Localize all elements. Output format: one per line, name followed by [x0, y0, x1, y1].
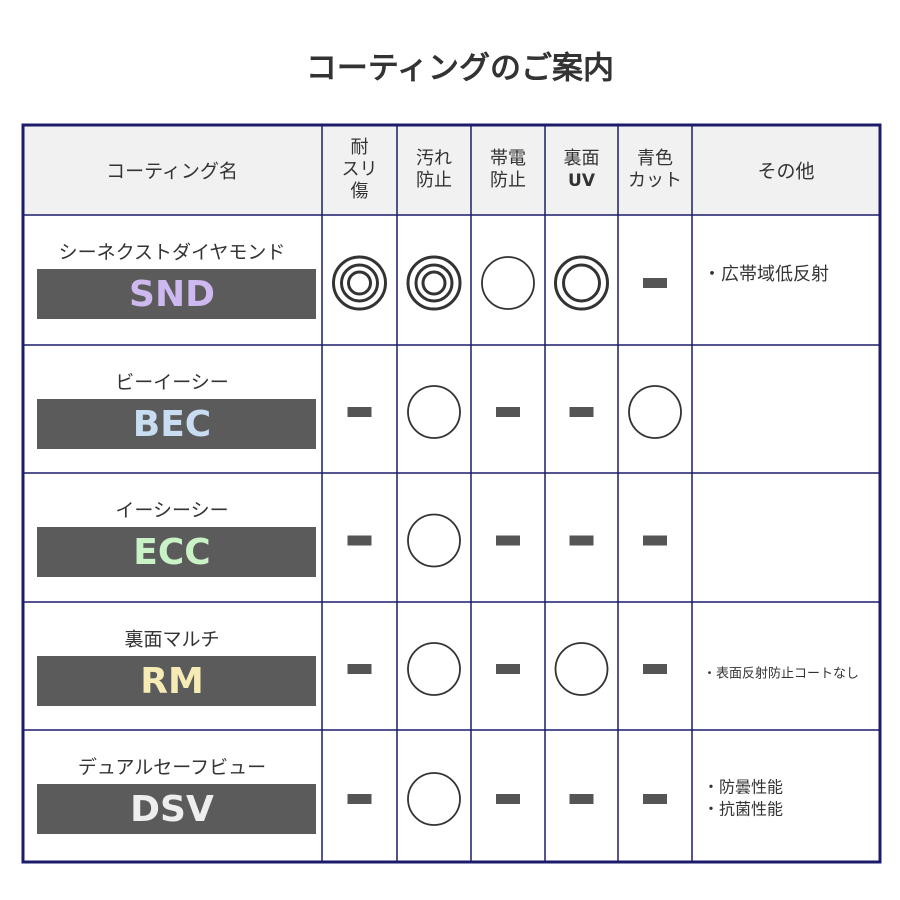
rating-mark [569, 407, 594, 417]
code-box [37, 784, 316, 834]
dash [496, 407, 520, 417]
rating-mark [347, 664, 372, 674]
rating-mark [628, 385, 682, 439]
header-bg [23, 125, 880, 215]
coating-name: シーネクストダイヤモンド [59, 242, 286, 264]
dash [643, 794, 667, 804]
rating-mark [554, 642, 609, 696]
ring [562, 263, 601, 303]
rating-mark [332, 255, 387, 311]
dash [347, 664, 372, 674]
dash [496, 794, 520, 804]
dash [347, 407, 372, 417]
header-name: コーティング名 [106, 161, 238, 183]
ring [332, 255, 387, 311]
header-col: 防止 [490, 170, 526, 191]
ring [421, 270, 447, 296]
code-box [37, 399, 316, 449]
coating-code: BEC [133, 404, 211, 445]
header-col: 裏面 [564, 148, 600, 169]
ring [406, 255, 462, 311]
ring [628, 385, 682, 439]
note: ・表面反射防止コートなし [703, 666, 859, 682]
ring [347, 270, 372, 296]
header-col: 汚れ [416, 148, 452, 169]
header-col: 青色 [637, 148, 673, 169]
rating-mark [643, 794, 667, 804]
code-box [37, 527, 316, 577]
title: コーティングのご案内 [306, 51, 614, 87]
ring [481, 256, 535, 310]
rating-mark [554, 255, 609, 311]
rating-mark [407, 772, 461, 826]
rating-mark [643, 535, 667, 546]
rating-mark [496, 407, 520, 417]
rating-mark [496, 664, 520, 674]
code-box [37, 269, 316, 319]
dash [347, 535, 372, 546]
ring [414, 263, 454, 303]
ring [407, 772, 461, 826]
rating-mark [569, 794, 594, 804]
dash [569, 535, 594, 546]
note: ・防曇性能 [703, 778, 783, 797]
ring [407, 513, 461, 568]
ring [340, 263, 379, 303]
rating-mark [643, 664, 667, 674]
header-col: カット [628, 170, 682, 191]
header-col: 耐 [351, 137, 369, 158]
ring [554, 255, 609, 311]
coating-name: デュアルセーフビュー [78, 757, 266, 779]
dash [643, 278, 667, 288]
rating-mark [407, 513, 461, 568]
header-col: UV [568, 171, 596, 191]
rating-mark [496, 794, 520, 804]
dash [643, 664, 667, 674]
note: ・抗菌性能 [703, 800, 783, 819]
header-col: スリ [342, 159, 378, 180]
rating-mark [643, 278, 667, 288]
header-col: 傷 [351, 181, 369, 202]
ring [407, 385, 461, 439]
dash [496, 535, 520, 546]
ring [554, 642, 609, 696]
rating-mark [347, 407, 372, 417]
coating-code: DSV [130, 789, 214, 830]
dash [643, 535, 667, 546]
code-box [37, 656, 316, 706]
rating-mark [347, 794, 372, 804]
coating-code: ECC [133, 532, 210, 573]
rating-mark [347, 535, 372, 546]
coating-name: 裏面マルチ [124, 629, 219, 651]
rating-mark [406, 255, 462, 311]
dash [496, 664, 520, 674]
header-col: 防止 [416, 170, 452, 191]
rating-mark [407, 642, 461, 696]
dash [347, 794, 372, 804]
dash [569, 407, 594, 417]
rating-mark [496, 535, 520, 546]
rating-mark [407, 385, 461, 439]
ring [407, 642, 461, 696]
table-border [21, 123, 882, 864]
note: ・広帯域低反射 [703, 264, 829, 285]
rating-mark [569, 535, 594, 546]
rating-mark [481, 256, 535, 310]
header-notes: その他 [757, 161, 814, 183]
coating-name: ビーイーシー [115, 372, 229, 394]
header-col: 帯電 [490, 148, 526, 169]
coating-code: RM [140, 661, 204, 702]
coating-code: SND [129, 274, 215, 315]
dash [569, 794, 594, 804]
coating-name: イーシーシー [115, 500, 228, 522]
